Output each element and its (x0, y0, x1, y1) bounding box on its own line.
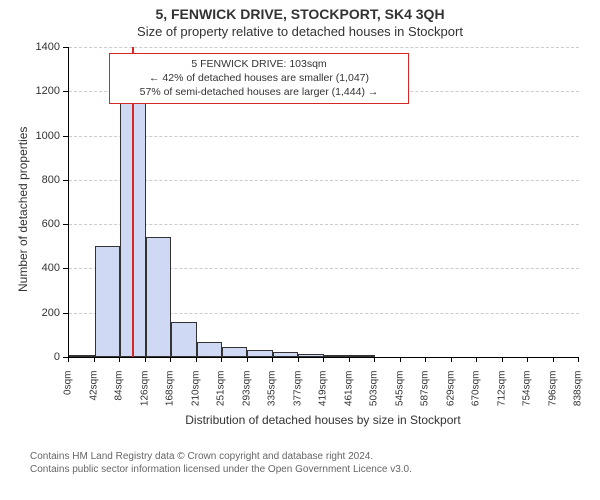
xtick-mark (145, 357, 146, 362)
annotation-line-1: 5 FENWICK DRIVE: 103sqm (116, 57, 402, 71)
xtick-mark (502, 357, 503, 362)
histogram-bar (247, 350, 273, 357)
xtick-mark (68, 357, 69, 362)
xtick-label: 377sqm (292, 371, 303, 411)
page-title: 5, FENWICK DRIVE, STOCKPORT, SK4 3QH (0, 0, 600, 22)
ytick-label: 200 (0, 307, 60, 319)
xtick-label: 335sqm (267, 371, 278, 411)
histogram-bar (324, 355, 350, 357)
xtick-label: 293sqm (241, 371, 252, 411)
xtick-label: 251sqm (216, 371, 227, 411)
xtick-mark (451, 357, 452, 362)
xtick-mark (578, 357, 579, 362)
histogram-bar (298, 354, 324, 357)
annotation-box: 5 FENWICK DRIVE: 103sqm ← 42% of detache… (109, 53, 409, 104)
histogram-bar (222, 347, 248, 357)
xtick-mark (323, 357, 324, 362)
xtick-label: 629sqm (445, 371, 456, 411)
xtick-label: 670sqm (471, 371, 482, 411)
xtick-label: 587sqm (420, 371, 431, 411)
xtick-label: 712sqm (496, 371, 507, 411)
histogram-bar (69, 355, 95, 357)
ytick-mark (63, 91, 68, 92)
xtick-mark (247, 357, 248, 362)
footer-line-2: Contains public sector information licen… (30, 464, 600, 477)
xtick-label: 838sqm (573, 371, 584, 411)
xtick-mark (119, 357, 120, 362)
xtick-label: 545sqm (394, 371, 405, 411)
xtick-label: 503sqm (369, 371, 380, 411)
annotation-line-3: 57% of semi-detached houses are larger (… (116, 85, 402, 99)
ytick-label: 1200 (0, 85, 60, 97)
xtick-label: 0sqm (63, 371, 74, 411)
histogram-bar (350, 355, 376, 357)
xtick-mark (374, 357, 375, 362)
annotation-line-2: ← 42% of detached houses are smaller (1,… (116, 71, 402, 85)
ytick-label: 1400 (0, 41, 60, 53)
xtick-mark (196, 357, 197, 362)
xtick-label: 754sqm (522, 371, 533, 411)
histogram-bar (273, 352, 299, 357)
ytick-mark (63, 268, 68, 269)
xtick-mark (272, 357, 273, 362)
xtick-label: 84sqm (114, 371, 125, 411)
ytick-label: 400 (0, 262, 60, 274)
gridline-h (69, 47, 579, 48)
xtick-mark (400, 357, 401, 362)
footer: Contains HM Land Registry data © Crown c… (0, 449, 600, 476)
xtick-label: 126sqm (139, 371, 150, 411)
xtick-mark (527, 357, 528, 362)
xtick-label: 168sqm (165, 371, 176, 411)
plot-area: 5 FENWICK DRIVE: 103sqm ← 42% of detache… (68, 47, 579, 358)
ytick-mark (63, 47, 68, 48)
xtick-label: 796sqm (547, 371, 558, 411)
histogram-bar (146, 237, 172, 357)
page-subtitle: Size of property relative to detached ho… (0, 22, 600, 39)
ytick-mark (63, 224, 68, 225)
histogram-bar (171, 322, 197, 357)
xtick-label: 461sqm (343, 371, 354, 411)
xtick-mark (476, 357, 477, 362)
xtick-mark (425, 357, 426, 362)
ytick-label: 800 (0, 174, 60, 186)
xtick-mark (221, 357, 222, 362)
xtick-mark (298, 357, 299, 362)
xtick-label: 419sqm (318, 371, 329, 411)
footer-line-1: Contains HM Land Registry data © Crown c… (30, 451, 600, 464)
ytick-mark (63, 313, 68, 314)
x-axis-label: Distribution of detached houses by size … (68, 413, 578, 427)
ytick-mark (63, 136, 68, 137)
ytick-mark (63, 180, 68, 181)
ytick-label: 0 (0, 351, 60, 363)
xtick-mark (553, 357, 554, 362)
histogram-chart: Number of detached properties 5 FENWICK … (0, 39, 600, 449)
histogram-bar (95, 246, 121, 357)
ytick-label: 1000 (0, 130, 60, 142)
xtick-mark (349, 357, 350, 362)
xtick-label: 42sqm (88, 371, 99, 411)
xtick-label: 210sqm (190, 371, 201, 411)
ytick-label: 600 (0, 218, 60, 230)
histogram-bar (197, 342, 222, 358)
xtick-mark (94, 357, 95, 362)
xtick-mark (170, 357, 171, 362)
